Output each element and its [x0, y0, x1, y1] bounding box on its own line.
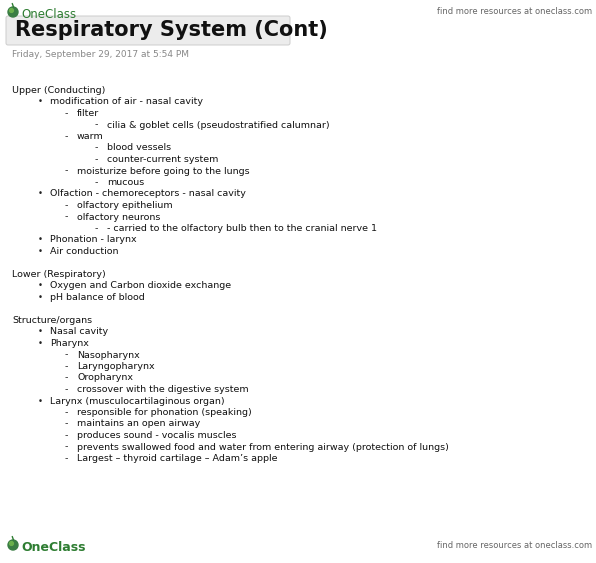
Text: produces sound - vocalis muscles: produces sound - vocalis muscles	[77, 431, 237, 440]
Text: -: -	[65, 431, 69, 440]
Text: -: -	[65, 385, 69, 394]
Text: •: •	[38, 396, 43, 405]
Text: •: •	[38, 235, 43, 244]
Text: olfactory epithelium: olfactory epithelium	[77, 201, 173, 210]
Text: counter-current system: counter-current system	[107, 155, 218, 164]
Text: Air conduction: Air conduction	[50, 247, 119, 256]
Text: •: •	[38, 97, 43, 106]
Text: -: -	[65, 408, 69, 417]
Text: Nasal cavity: Nasal cavity	[50, 328, 108, 337]
Text: -: -	[65, 201, 69, 210]
Text: filter: filter	[77, 109, 100, 118]
Text: prevents swallowed food and water from entering airway (protection of lungs): prevents swallowed food and water from e…	[77, 443, 449, 452]
Text: •: •	[38, 247, 43, 256]
FancyBboxPatch shape	[6, 16, 290, 45]
Circle shape	[8, 7, 18, 17]
Text: -: -	[95, 178, 98, 187]
Text: Upper (Conducting): Upper (Conducting)	[12, 86, 105, 95]
Text: warm: warm	[77, 132, 104, 141]
Text: Structure/organs: Structure/organs	[12, 316, 92, 325]
Text: Lower (Respiratory): Lower (Respiratory)	[12, 270, 105, 279]
Text: OneClass: OneClass	[21, 8, 76, 21]
Circle shape	[8, 540, 18, 550]
Text: -: -	[95, 155, 98, 164]
Text: Pharynx: Pharynx	[50, 339, 89, 348]
Text: •: •	[38, 339, 43, 348]
Text: -: -	[65, 443, 69, 452]
Text: olfactory neurons: olfactory neurons	[77, 212, 160, 221]
Text: •: •	[38, 293, 43, 302]
Text: Phonation - larynx: Phonation - larynx	[50, 235, 136, 244]
Text: Largest – thyroid cartilage – Adam’s apple: Largest – thyroid cartilage – Adam’s app…	[77, 454, 278, 463]
Text: Oropharynx: Oropharynx	[77, 373, 133, 382]
Circle shape	[10, 8, 13, 12]
Text: -: -	[65, 167, 69, 176]
Text: Friday, September 29, 2017 at 5:54 PM: Friday, September 29, 2017 at 5:54 PM	[12, 50, 189, 59]
Text: -: -	[65, 132, 69, 141]
Text: Laryngopharynx: Laryngopharynx	[77, 362, 154, 371]
Text: -: -	[95, 120, 98, 129]
Text: -: -	[65, 419, 69, 428]
Text: -: -	[65, 351, 69, 360]
Text: maintains an open airway: maintains an open airway	[77, 419, 200, 428]
Text: find more resources at oneclass.com: find more resources at oneclass.com	[437, 541, 592, 550]
Text: responsible for phonation (speaking): responsible for phonation (speaking)	[77, 408, 252, 417]
Text: •: •	[38, 282, 43, 291]
Text: -: -	[95, 224, 98, 233]
Text: find more resources at oneclass.com: find more resources at oneclass.com	[437, 7, 592, 16]
Text: -: -	[95, 144, 98, 153]
Text: Larynx (musculocartilaginous organ): Larynx (musculocartilaginous organ)	[50, 396, 225, 405]
Text: blood vessels: blood vessels	[107, 144, 171, 153]
Text: •: •	[38, 328, 43, 337]
Circle shape	[10, 542, 13, 546]
Text: crossover with the digestive system: crossover with the digestive system	[77, 385, 249, 394]
Text: -: -	[65, 454, 69, 463]
Text: OneClass: OneClass	[21, 541, 85, 554]
Text: moisturize before going to the lungs: moisturize before going to the lungs	[77, 167, 250, 176]
Text: -: -	[65, 362, 69, 371]
Text: Respiratory System (Cont): Respiratory System (Cont)	[15, 20, 328, 40]
Text: Oxygen and Carbon dioxide exchange: Oxygen and Carbon dioxide exchange	[50, 282, 231, 291]
Text: pH balance of blood: pH balance of blood	[50, 293, 145, 302]
Text: - carried to the olfactory bulb then to the cranial nerve 1: - carried to the olfactory bulb then to …	[107, 224, 377, 233]
Text: -: -	[65, 212, 69, 221]
Text: modification of air - nasal cavity: modification of air - nasal cavity	[50, 97, 203, 106]
Text: Nasopharynx: Nasopharynx	[77, 351, 139, 360]
Text: •: •	[38, 190, 43, 199]
Text: cilia & goblet cells (pseudostratified calumnar): cilia & goblet cells (pseudostratified c…	[107, 120, 330, 129]
Text: Olfaction - chemoreceptors - nasal cavity: Olfaction - chemoreceptors - nasal cavit…	[50, 190, 246, 199]
Text: -: -	[65, 373, 69, 382]
Text: -: -	[65, 109, 69, 118]
Text: mucous: mucous	[107, 178, 144, 187]
